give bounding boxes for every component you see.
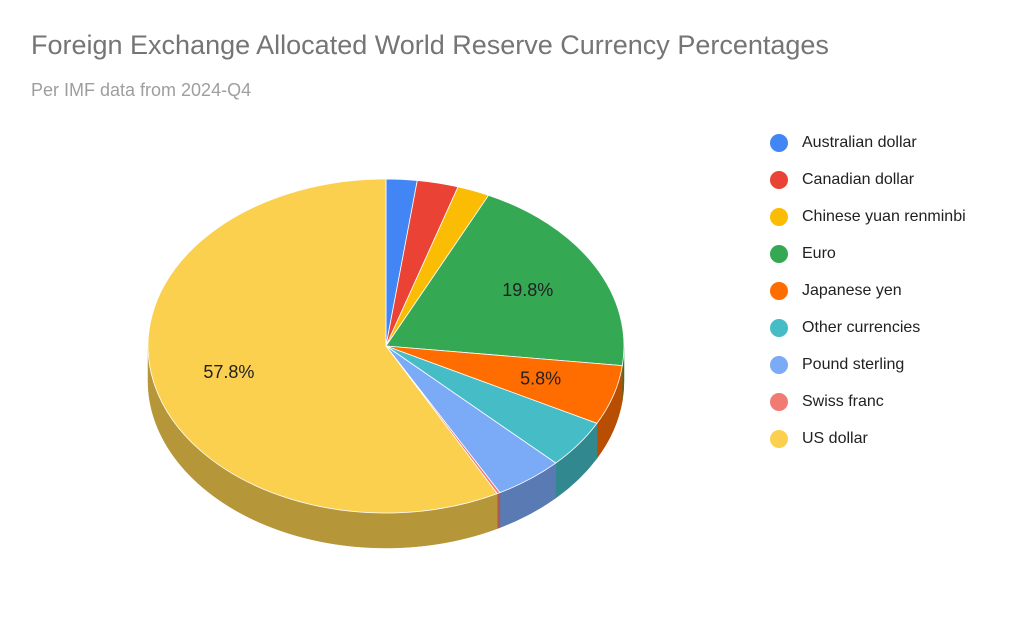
legend-label: Euro	[802, 244, 836, 262]
legend-label: Australian dollar	[802, 133, 917, 151]
chart-subtitle: Per IMF data from 2024-Q4	[31, 80, 252, 100]
legend-swatch	[770, 281, 788, 300]
slice-label-us-dollar: 57.8%	[203, 362, 254, 382]
legend-swatch	[770, 207, 788, 226]
legend-item-australian-dollar[interactable]: Australian dollar	[770, 124, 966, 161]
legend-swatch	[770, 429, 788, 448]
legend-item-canadian-dollar[interactable]: Canadian dollar	[770, 161, 966, 198]
legend-label: Canadian dollar	[802, 170, 915, 188]
slice-label-euro: 19.8%	[502, 280, 553, 300]
legend-label: Japanese yen	[802, 281, 902, 299]
pie-tops	[147, 178, 625, 514]
pie-slice-euro[interactable]	[385, 194, 625, 367]
legend-item-euro[interactable]: Euro	[770, 235, 966, 272]
legend-label: Other currencies	[802, 318, 921, 336]
legend-item-us-dollar[interactable]: US dollar	[770, 420, 966, 457]
legend-item-chinese-yuan-renminbi[interactable]: Chinese yuan renminbi	[770, 198, 966, 235]
pie-side-swiss-franc	[497, 492, 501, 529]
legend: Australian dollar Canadian dollar Chinese …	[770, 124, 966, 457]
legend-swatch	[770, 318, 788, 337]
chart-title: Foreign Exchange Allocated World Reserve…	[31, 30, 829, 60]
legend-label: US dollar	[802, 429, 868, 447]
legend-swatch	[770, 244, 788, 263]
legend-swatch	[770, 133, 788, 152]
legend-swatch	[770, 392, 788, 411]
legend-label: Chinese yuan renminbi	[802, 207, 966, 225]
legend-item-japanese-yen[interactable]: Japanese yen	[770, 272, 966, 309]
legend-label: Swiss franc	[802, 392, 884, 410]
legend-label: Pound sterling	[802, 355, 905, 373]
legend-item-pound-sterling[interactable]: Pound sterling	[770, 346, 966, 383]
legend-item-other-currencies[interactable]: Other currencies	[770, 309, 966, 346]
legend-item-swiss-franc[interactable]: Swiss franc	[770, 383, 966, 420]
slice-label-japanese-yen: 5.8%	[520, 368, 561, 388]
legend-swatch	[770, 355, 788, 374]
pie-slice-us-dollar[interactable]	[147, 178, 498, 514]
pie-labels: 19.8% 5.8% 57.8%	[203, 280, 561, 388]
legend-swatch	[770, 170, 788, 189]
